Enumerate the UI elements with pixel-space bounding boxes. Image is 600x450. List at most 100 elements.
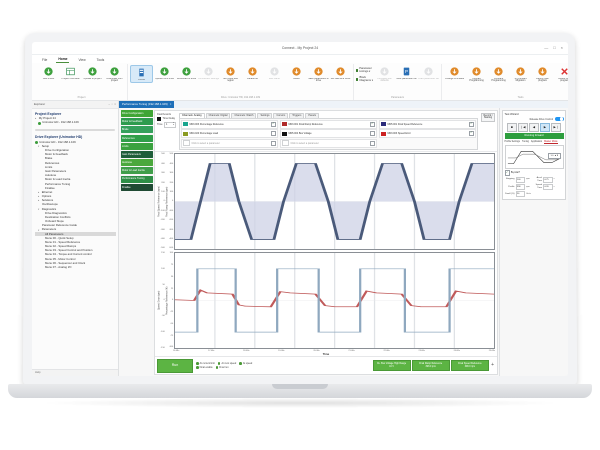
channel-checkbox[interactable] bbox=[369, 130, 375, 137]
drive-tree-item[interactable]: Drive Diagnostics bbox=[35, 211, 116, 215]
ribbon-button-add-drives[interactable]: Add drives bbox=[38, 65, 59, 81]
ribbon-tab-tools[interactable]: Tools bbox=[96, 57, 105, 62]
channel-item[interactable]: Click to select a parameter bbox=[180, 138, 278, 148]
channel-checkbox[interactable] bbox=[369, 140, 375, 146]
channel-checkbox[interactable]: ✓ bbox=[468, 121, 474, 127]
channel-checkbox[interactable]: ✓ bbox=[468, 130, 474, 137]
ribbon-tab-view[interactable]: View bbox=[78, 57, 86, 62]
drive-tree-item[interactable]: Autotune bbox=[35, 174, 116, 178]
field-value-2[interactable]: 0.20 bbox=[543, 184, 553, 191]
collapse-icon[interactable]: ▾ bbox=[38, 145, 40, 149]
channel-tab-cursors[interactable]: Cursors bbox=[273, 112, 289, 119]
field-value-2[interactable]: 0.75 bbox=[543, 176, 553, 183]
time-stepper[interactable]: 1 ▲ ▼ bbox=[163, 121, 176, 129]
channel-tab-channels-digital[interactable]: Channels: Digital bbox=[205, 112, 231, 119]
channel-item[interactable]: Click to select a parameter bbox=[279, 138, 377, 148]
drive-tree-item[interactable]: Onboard Slope bbox=[35, 220, 116, 224]
drive-tree-item[interactable]: Menu 06 - Sequencer and Clock bbox=[35, 261, 116, 265]
drive-tree-item[interactable]: All Parameters bbox=[35, 232, 116, 237]
channel-item[interactable]: MN5.004 Bus Voltage bbox=[279, 129, 377, 138]
field-value[interactable]: 398 bbox=[515, 184, 525, 191]
status-box-2[interactable]: Final Speed Reference 398.0 rpm bbox=[450, 360, 489, 371]
dwell-row[interactable]: Dwell (%) 50 Units bbox=[505, 190, 564, 198]
nav-button-drive-configuration[interactable]: Drive Configuration bbox=[120, 110, 153, 117]
drive-tree-item[interactable]: Menu 07 - Analog I/O bbox=[35, 266, 116, 270]
plot-lower-area[interactable] bbox=[173, 252, 495, 350]
status-box-0[interactable]: Ou. Bus Voltage High Range 44 V bbox=[372, 360, 411, 371]
drive-tree-item[interactable]: Menu 00 - Quick Setup bbox=[35, 236, 116, 240]
tab-performance-tuning[interactable]: Performance Tuning (192.168.1.109) × bbox=[119, 101, 175, 108]
drive-tree-item[interactable]: Motor & Load Inertia bbox=[35, 178, 116, 182]
collapse-icon[interactable]: ▾ bbox=[38, 207, 40, 211]
dwell-value[interactable]: 50 bbox=[515, 191, 525, 198]
channel-tab-triggers[interactable]: Triggers bbox=[289, 112, 305, 119]
channel-tab-panels[interactable]: Panels bbox=[305, 112, 319, 119]
ribbon-button-si-onboard-migration[interactable]: SI Onboard Migration bbox=[510, 65, 531, 84]
ribbon-button-default-all[interactable]: Default all bbox=[242, 65, 263, 81]
expand-icon[interactable]: ▸ bbox=[35, 117, 37, 121]
project-tree-item[interactable]: Unimotor HD - 192.168.1.109 bbox=[35, 121, 116, 125]
ribbon-button-save-parameters[interactable]: Save parameters in drive bbox=[308, 65, 329, 84]
drive-tree-item[interactable]: Oscilloscope bbox=[35, 203, 116, 207]
channel-item[interactable]: MN3.003 Percentage Reference ✓ bbox=[180, 120, 278, 129]
ribbon-button-set-clock[interactable]: Set real-time clock bbox=[330, 65, 351, 81]
block-diagrams-icon[interactable]: Block Diagrams ▾ bbox=[356, 76, 373, 83]
parameter-listings-icon[interactable]: Parameter Listings ▾ bbox=[356, 67, 373, 74]
ribbon-button-deploy-user-program[interactable]: Deploy user program bbox=[532, 65, 553, 84]
profile-value-stepper[interactable]: 1.0 ▲▼ bbox=[548, 153, 561, 160]
wizard-tab-master-mode[interactable]: Master Mode bbox=[544, 140, 558, 145]
nav-button-limits[interactable]: Limits bbox=[120, 142, 153, 150]
channel-checkbox[interactable] bbox=[270, 130, 276, 137]
nav-button-motor-feedback[interactable]: Motor & Feedback bbox=[120, 118, 153, 126]
ribbon-button-upload-to-project[interactable]: Upload to project bbox=[82, 65, 103, 81]
maximize-icon[interactable]: □ bbox=[553, 45, 556, 50]
profile-preview[interactable]: 1.0 ▲▼ bbox=[504, 145, 564, 170]
explorer-float-icon[interactable]: ▫ bbox=[111, 101, 113, 106]
drive-tree-item[interactable]: ▸ Ethernet bbox=[35, 191, 116, 195]
ribbon-button-onboard-programming[interactable]: Onboard Programming bbox=[488, 65, 509, 84]
expand-icon[interactable]: ▸ bbox=[38, 195, 40, 199]
ribbon-button-keypad-programming[interactable]: Keypad Programming bbox=[466, 65, 487, 84]
ribbon-button-connection-settings[interactable]: Connection settings bbox=[198, 65, 219, 81]
project-tree[interactable]: ▸ My Project 24 Unimotor HD - 192.168.1.10… bbox=[32, 117, 118, 127]
ribbon-tab-file[interactable]: File bbox=[42, 57, 48, 62]
drive-tree-item[interactable]: ▸ Solutions bbox=[35, 199, 116, 203]
fast-forward-button[interactable]: ▶❘ bbox=[551, 122, 561, 132]
channel-item[interactable]: MN4.020 Percentage Load bbox=[180, 129, 278, 138]
ribbon-button-download-to-drive[interactable]: Download to drive bbox=[176, 65, 197, 81]
channel-checkbox[interactable] bbox=[270, 140, 276, 146]
drive-tree-item[interactable]: ▾ Parameters bbox=[35, 228, 116, 232]
nav-button-gain-parameters[interactable]: Gain Parameters bbox=[120, 150, 153, 158]
channel-item[interactable]: MN5.001 Final Speed Reference ✓ bbox=[378, 120, 476, 129]
explorer-close-icon[interactable]: × bbox=[114, 101, 116, 106]
profile-mini-arrows[interactable]: ▲▼ bbox=[554, 154, 559, 157]
drive-tree-item[interactable]: Menu 02 - Speed Ramps bbox=[35, 245, 116, 249]
nav-button-references[interactable]: References bbox=[120, 134, 153, 142]
channel-tab-channels-analog[interactable]: Channels: Analog bbox=[178, 112, 205, 119]
nav-button-motor-load-inertia[interactable]: Motor & Load Inertia bbox=[120, 167, 153, 175]
time-stepper-arrows[interactable]: ▲ ▼ bbox=[172, 122, 175, 126]
ribbon-button-delete-user-program[interactable]: Delete user program bbox=[554, 65, 568, 84]
drive-tree-item[interactable]: ▾ Setup bbox=[35, 145, 116, 149]
drive-tree-item[interactable]: References bbox=[35, 161, 116, 165]
ribbon-button-compare-defaults[interactable]: Compare with defaults bbox=[374, 65, 395, 84]
ribbon-button-reset[interactable]: Reset bbox=[286, 65, 307, 81]
bipolar-checkbox-row[interactable]: ✓ Bi-polar? bbox=[504, 169, 564, 176]
channel-checkbox[interactable]: ✓ bbox=[270, 121, 276, 127]
collapse-icon[interactable]: ▾ bbox=[38, 228, 40, 232]
ribbon-button-upload-from-drive[interactable]: Upload from drive bbox=[154, 65, 175, 81]
field-value[interactable]: 100 bbox=[515, 176, 525, 183]
ribbon-button-load-parameter-file[interactable]: Load parameter file bbox=[418, 65, 439, 81]
project-tree-item[interactable]: ▸ My Project 24 bbox=[35, 117, 116, 121]
drive-tree-item[interactable]: Drive Configuration bbox=[35, 149, 116, 153]
ribbon-button-project-overview[interactable]: Project Overview bbox=[60, 65, 81, 81]
reverse-button[interactable]: ◀ bbox=[529, 122, 539, 132]
expand-icon[interactable]: ▸ bbox=[38, 191, 40, 195]
forward-button[interactable]: ▶ bbox=[540, 122, 550, 132]
drive-tree[interactable]: Unimotor HD - 192.168.1.109 ▾ Setup Drive C… bbox=[32, 140, 118, 271]
ribbon-button-set-mode[interactable]: Set mode and region bbox=[220, 65, 241, 84]
status-box-1[interactable]: Final Ramp Reference 398.0 rpm bbox=[411, 360, 450, 371]
ribbon-button-download-from-project[interactable]: Download from project bbox=[104, 65, 125, 84]
channel-tab-channels-watch[interactable]: Channels: Watch bbox=[231, 112, 257, 119]
drive-tree-item[interactable]: Menu 03 - Speed Control and Position bbox=[35, 249, 116, 253]
